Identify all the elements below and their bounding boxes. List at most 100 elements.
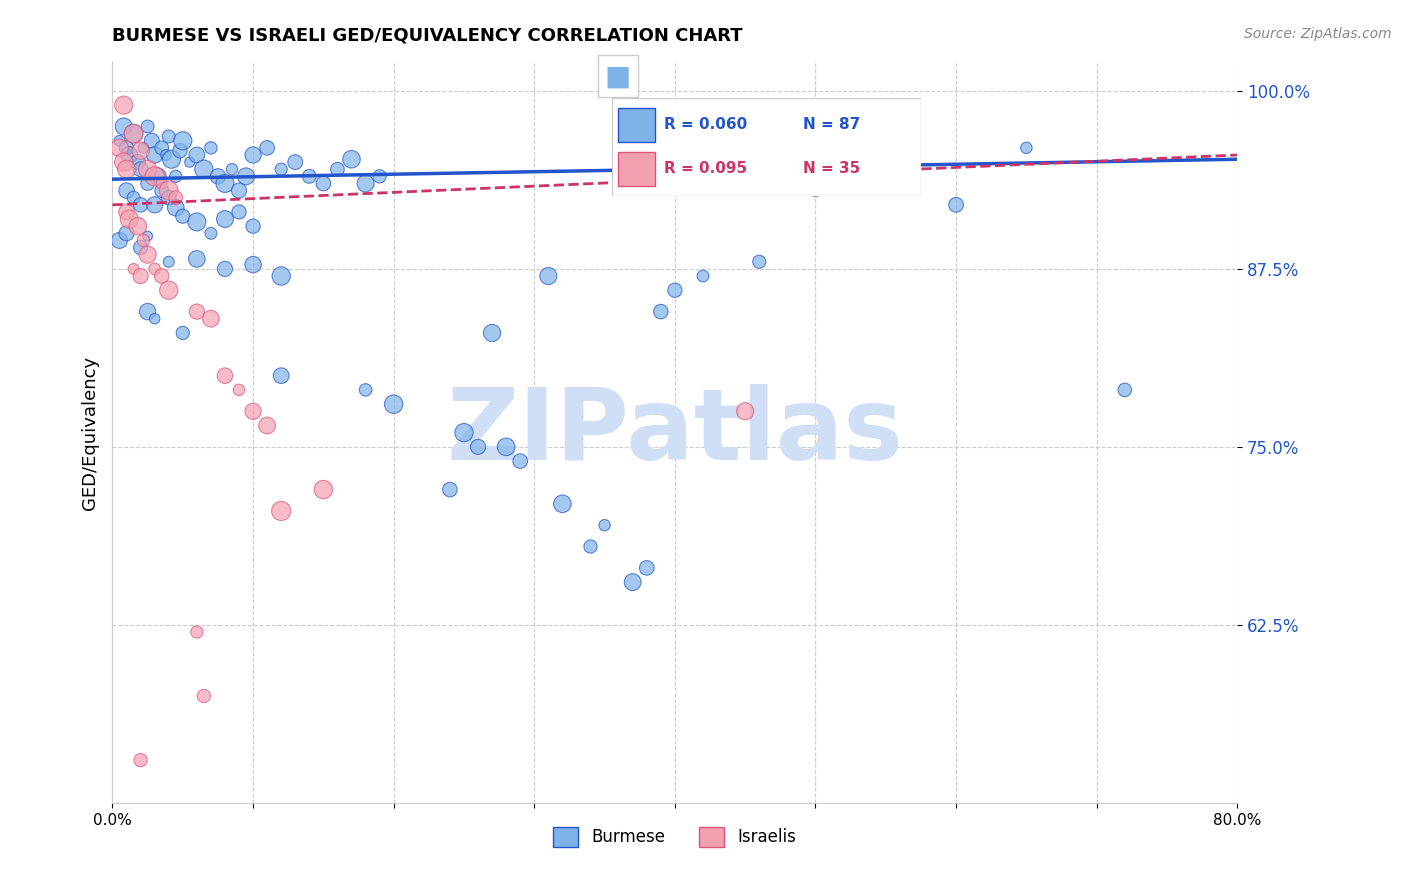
Point <box>228 205 250 219</box>
Text: ■: ■ <box>605 62 631 90</box>
Point <box>312 483 335 497</box>
Point <box>242 404 264 418</box>
Point <box>664 283 686 297</box>
Point <box>112 98 135 112</box>
Point <box>115 184 138 198</box>
Point <box>734 404 756 418</box>
Point <box>157 129 180 144</box>
Point <box>312 177 335 191</box>
Point <box>157 254 180 268</box>
Point <box>242 258 264 272</box>
Point <box>155 148 177 162</box>
Point <box>118 148 141 162</box>
Point <box>112 120 135 134</box>
Point <box>804 184 827 198</box>
Point <box>270 268 292 283</box>
Point <box>256 418 278 433</box>
Legend: Burmese, Israelis: Burmese, Israelis <box>547 820 803 854</box>
Point <box>136 120 159 134</box>
Point <box>242 148 264 162</box>
Point <box>1114 383 1136 397</box>
Point <box>804 141 827 155</box>
Point <box>551 497 574 511</box>
Point <box>579 540 602 554</box>
Point <box>143 148 166 162</box>
Point <box>200 311 222 326</box>
Point <box>172 134 194 148</box>
Point <box>200 141 222 155</box>
Point <box>165 169 187 184</box>
Point <box>122 261 145 276</box>
Point <box>186 215 208 229</box>
Point <box>132 234 155 248</box>
Point <box>270 368 292 383</box>
Point <box>150 268 173 283</box>
Point <box>186 148 208 162</box>
Point <box>122 191 145 205</box>
Point <box>129 753 152 767</box>
Point <box>115 205 138 219</box>
Point <box>169 144 191 158</box>
Point <box>129 198 152 212</box>
Point <box>186 304 208 318</box>
Point <box>172 326 194 340</box>
Point <box>207 169 229 184</box>
Point <box>298 169 321 184</box>
Point <box>1015 141 1038 155</box>
Point <box>242 219 264 234</box>
Bar <box>617 108 655 142</box>
Point <box>127 155 149 169</box>
Point <box>214 212 236 227</box>
Y-axis label: GED/Equivalency: GED/Equivalency <box>80 356 98 509</box>
Point <box>143 169 166 184</box>
Bar <box>617 152 655 186</box>
Point <box>157 184 180 198</box>
Point <box>129 144 152 158</box>
Point <box>467 440 489 454</box>
Point <box>235 169 257 184</box>
Point <box>256 141 278 155</box>
Point <box>157 283 180 297</box>
Point <box>141 134 163 148</box>
Point <box>143 261 166 276</box>
Point <box>945 198 967 212</box>
Text: Source: ZipAtlas.com: Source: ZipAtlas.com <box>1244 27 1392 41</box>
Point <box>354 383 377 397</box>
Point <box>136 162 159 177</box>
Text: BURMESE VS ISRAELI GED/EQUIVALENCY CORRELATION CHART: BURMESE VS ISRAELI GED/EQUIVALENCY CORRE… <box>112 27 744 45</box>
Text: R = 0.095: R = 0.095 <box>664 161 748 177</box>
Point <box>150 141 173 155</box>
Point <box>382 397 405 411</box>
Point <box>495 440 517 454</box>
Point <box>593 518 616 533</box>
Point <box>157 191 180 205</box>
Point <box>150 184 173 198</box>
Point <box>284 155 307 169</box>
Point <box>186 252 208 266</box>
Point <box>270 504 292 518</box>
Point <box>193 162 215 177</box>
Point <box>165 201 187 215</box>
Point <box>340 153 363 167</box>
Point <box>214 177 236 191</box>
Point <box>650 304 672 318</box>
Point <box>160 153 183 167</box>
Point <box>108 141 131 155</box>
Point <box>214 261 236 276</box>
Point <box>115 141 138 155</box>
Text: ZIPatlas: ZIPatlas <box>447 384 903 481</box>
Point <box>136 810 159 824</box>
Point <box>129 268 152 283</box>
Point <box>537 268 560 283</box>
Point <box>108 134 131 148</box>
Point <box>636 561 658 575</box>
Point <box>129 162 152 177</box>
Text: N = 87: N = 87 <box>803 117 860 132</box>
Point <box>118 212 141 227</box>
Point <box>115 162 138 177</box>
Point <box>368 169 391 184</box>
Point <box>129 241 152 255</box>
Point <box>481 326 503 340</box>
Text: N = 35: N = 35 <box>803 161 860 177</box>
Point <box>115 227 138 241</box>
